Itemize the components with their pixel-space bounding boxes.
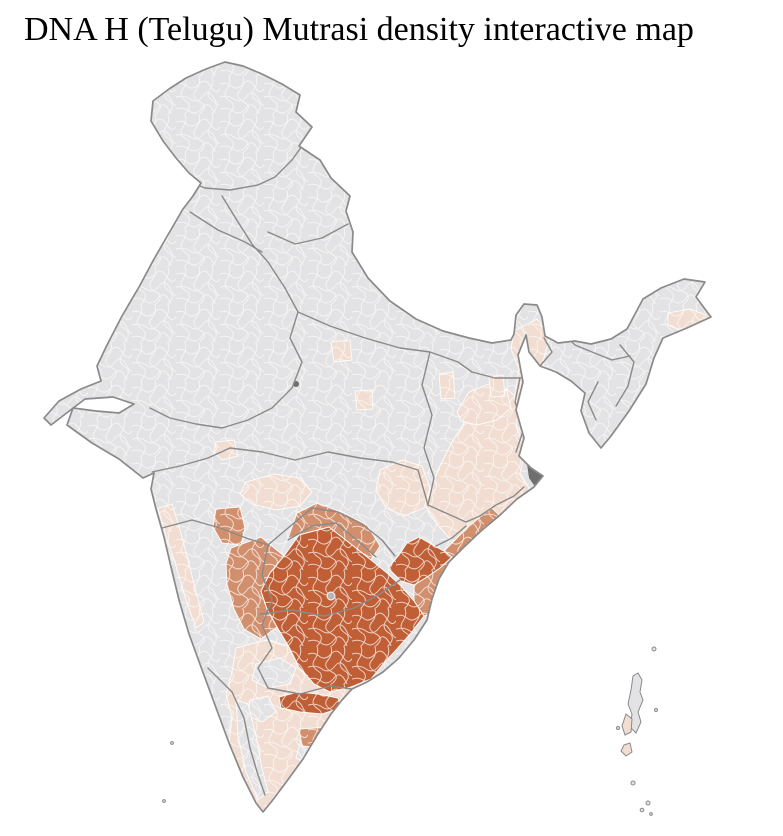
andaman-nicobar-islands[interactable]	[616, 646, 658, 816]
lakshadweep-islands[interactable]	[162, 741, 174, 803]
medium-density-region[interactable]	[367, 700, 393, 715]
india-outline	[43, 61, 712, 813]
map-title: DNA H (Telugu) Mutrasi density interacti…	[24, 11, 694, 48]
medium-density-region[interactable]	[342, 758, 370, 780]
urban-dark-district[interactable]	[41, 477, 55, 491]
city-gray-district[interactable]	[326, 591, 336, 601]
state-borders	[149, 141, 635, 796]
